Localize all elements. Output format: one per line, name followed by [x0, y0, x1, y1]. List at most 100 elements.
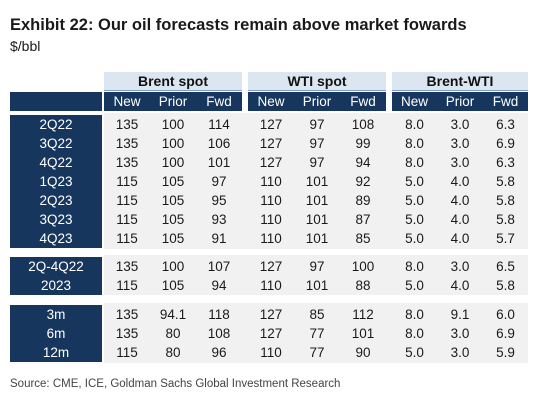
- table-cell: 4.0: [450, 278, 470, 293]
- table-cell: 106: [207, 136, 231, 151]
- table-row: 3Q23 115 105 93 110 101 87 5.0 4.0 5.8: [0, 210, 550, 229]
- group-header-wti: WTI spot: [248, 72, 386, 91]
- table-cell: 110: [260, 174, 282, 189]
- table-cell: 94: [355, 155, 371, 170]
- table-cell: 3.0: [450, 259, 470, 274]
- table-row: 2Q23 115 105 95 110 101 89 5.0 4.0 5.8: [0, 191, 550, 210]
- table-cell: 115: [116, 278, 138, 293]
- table-cell: 88: [355, 278, 371, 293]
- table-cell: 135: [115, 326, 139, 341]
- table-cell: 101: [351, 326, 375, 341]
- table-cell: 101: [305, 278, 329, 293]
- table-cell: 80: [165, 345, 181, 360]
- table-cell: 89: [355, 193, 371, 208]
- table-cell: 105: [161, 278, 185, 293]
- table-row: 2Q22 135 100 114 127 97 108 8.0 3.0 6.3: [0, 115, 550, 134]
- column-header-corner: [10, 92, 102, 111]
- table-cell: 93: [211, 212, 227, 227]
- table-cell: 5.0: [405, 212, 424, 227]
- table-cell: 3.0: [450, 136, 470, 151]
- table-cell: 3.0: [450, 326, 470, 341]
- table-cell: 115: [116, 193, 138, 208]
- table-cell: 97: [309, 136, 325, 151]
- table-cell: 5.0: [405, 278, 424, 293]
- table-cell: 8.0: [405, 259, 424, 274]
- row-label: 1Q23: [10, 172, 102, 191]
- table-row: 2023 115 105 94 110 101 88 5.0 4.0 5.8: [0, 276, 550, 295]
- table-cell: 77: [309, 345, 325, 360]
- row-label: 2Q22: [10, 115, 102, 134]
- column-header: Prior: [294, 92, 340, 111]
- table-cell: 9.1: [450, 307, 470, 322]
- column-header: New: [104, 92, 150, 111]
- table-cell: 127: [259, 326, 283, 341]
- table-cell: 3.0: [450, 155, 470, 170]
- table-row: 3Q22 135 100 106 127 97 99 8.0 3.0 6.9: [0, 134, 550, 153]
- table-cell: 96: [211, 345, 227, 360]
- table-cell: 5.8: [496, 193, 515, 208]
- row-label: 12m: [10, 343, 102, 362]
- table-cell: 105: [161, 174, 185, 189]
- unit-subtitle: $/bbl: [10, 38, 41, 54]
- table-row: 12m 115 80 96 110 77 90 5.0 3.0 5.9: [0, 343, 550, 362]
- table-cell: 127: [259, 259, 283, 274]
- table-cell: 110: [260, 345, 282, 360]
- row-label: 2Q-4Q22: [10, 257, 102, 276]
- table-cell: 77: [309, 326, 325, 341]
- table-cell: 94: [211, 278, 227, 293]
- table-cell: 100: [161, 136, 185, 151]
- table-cell: 105: [161, 231, 185, 246]
- group-header-brent: Brent spot: [104, 72, 242, 91]
- table-row: 3m 135 94.1 118 127 85 112 8.0 9.1 6.0: [0, 305, 550, 324]
- table-cell: 97: [309, 259, 325, 274]
- group-header-spread: Brent-WTI: [392, 72, 528, 91]
- table-cell: 5.0: [405, 231, 424, 246]
- table-cell: 5.0: [405, 345, 424, 360]
- table-cell: 6.3: [496, 155, 515, 170]
- table-cell: 90: [355, 345, 371, 360]
- row-label: 3Q22: [10, 134, 102, 153]
- block-quarterly-bg: [104, 113, 528, 249]
- table-cell: 5.7: [496, 231, 515, 246]
- row-label: 4Q22: [10, 153, 102, 172]
- table-cell: 6.3: [496, 117, 515, 132]
- table-cell: 5.9: [496, 345, 515, 360]
- table-cell: 108: [351, 117, 375, 132]
- row-label: 2Q23: [10, 191, 102, 210]
- table-cell: 135: [115, 155, 139, 170]
- table-cell: 118: [208, 307, 230, 322]
- table-cell: 5.0: [405, 174, 424, 189]
- table-cell: 115: [116, 231, 138, 246]
- row-label: 3Q23: [10, 210, 102, 229]
- table-row: 1Q23 115 105 97 110 101 92 5.0 4.0 5.8: [0, 172, 550, 191]
- table-cell: 100: [161, 117, 185, 132]
- table-cell: 5.8: [496, 278, 515, 293]
- table-cell: 127: [259, 117, 283, 132]
- table-cell: 135: [115, 136, 139, 151]
- table-cell: 4.0: [450, 212, 470, 227]
- table-cell: 85: [309, 307, 325, 322]
- table-cell: 100: [351, 259, 375, 274]
- table-cell: 5.8: [496, 212, 515, 227]
- table-cell: 97: [309, 117, 325, 132]
- table-cell: 100: [161, 155, 185, 170]
- column-header: Fwd: [196, 92, 242, 111]
- table-cell: 112: [352, 307, 374, 322]
- row-label: 3m: [10, 305, 102, 324]
- table-cell: 8.0: [405, 155, 424, 170]
- table-row: 2Q-4Q22 135 100 107 127 97 100 8.0 3.0 6.5: [0, 257, 550, 276]
- column-header: Prior: [150, 92, 196, 111]
- table-cell: 6.5: [496, 259, 515, 274]
- table-cell: 135: [115, 117, 139, 132]
- table-cell: 5.0: [405, 193, 424, 208]
- table-cell: 135: [115, 259, 139, 274]
- table-cell: 94.1: [159, 307, 187, 322]
- table-cell: 110: [260, 231, 282, 246]
- table-row: 4Q22 135 100 101 127 97 94 8.0 3.0 6.3: [0, 153, 550, 172]
- table-cell: 6.0: [496, 307, 515, 322]
- block-horizon-bg: [104, 303, 528, 363]
- table-cell: 110: [260, 193, 282, 208]
- table-cell: 6.9: [496, 136, 515, 151]
- table-cell: 101: [305, 174, 329, 189]
- table-cell: 114: [208, 117, 230, 132]
